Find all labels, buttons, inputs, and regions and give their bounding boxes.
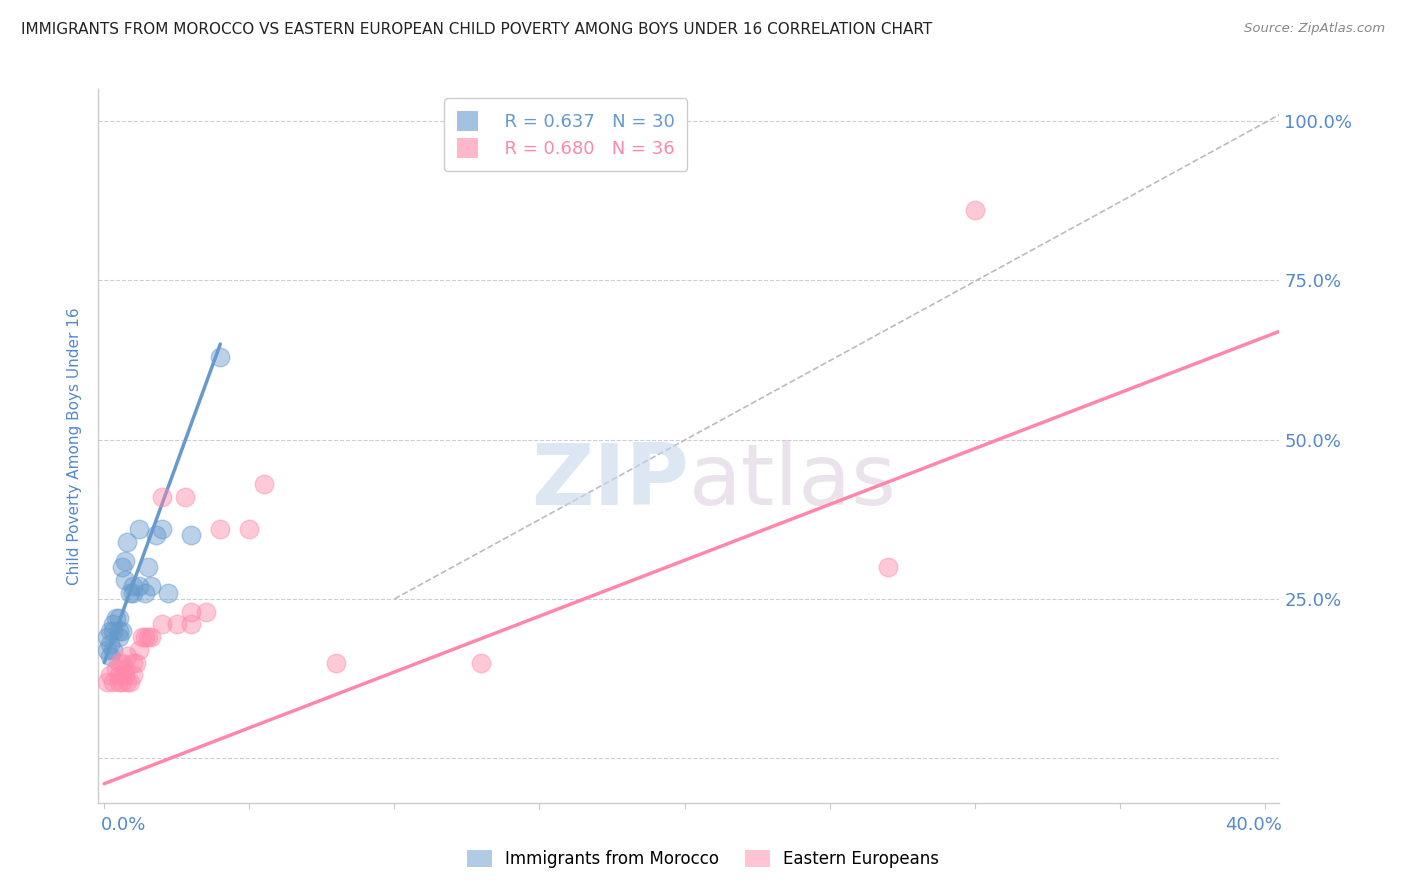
Text: atlas: atlas: [689, 440, 897, 524]
Point: [325, 656, 347, 670]
Text: 40.0%: 40.0%: [1226, 816, 1282, 834]
Point: [104, 662, 127, 676]
Point: [150, 522, 173, 536]
Point: [107, 630, 129, 644]
Point: [122, 656, 145, 670]
Y-axis label: Child Poverty Among Boys Under 16: Child Poverty Among Boys Under 16: [67, 307, 83, 585]
Point: [125, 656, 148, 670]
Point: [209, 350, 232, 364]
Point: [117, 674, 139, 689]
Point: [139, 579, 162, 593]
Point: [101, 617, 124, 632]
Legend:   R = 0.637   N = 30,   R = 0.680   N = 36: R = 0.637 N = 30, R = 0.680 N = 36: [444, 98, 688, 170]
Point: [98, 636, 121, 650]
Point: [174, 490, 197, 504]
Point: [96, 643, 118, 657]
Point: [134, 630, 156, 644]
Point: [128, 579, 150, 593]
Point: [470, 656, 492, 670]
Point: [101, 624, 124, 638]
Point: [122, 585, 145, 599]
Point: [117, 534, 139, 549]
Text: IMMIGRANTS FROM MOROCCO VS EASTERN EUROPEAN CHILD POVERTY AMONG BOYS UNDER 16 CO: IMMIGRANTS FROM MOROCCO VS EASTERN EUROP…: [21, 22, 932, 37]
Point: [96, 630, 118, 644]
Point: [180, 528, 202, 542]
Point: [253, 477, 276, 491]
Point: [128, 522, 150, 536]
Point: [114, 554, 136, 568]
Point: [101, 674, 124, 689]
Point: [114, 662, 136, 676]
Point: [111, 656, 134, 670]
Point: [107, 656, 129, 670]
Point: [150, 490, 173, 504]
Point: [107, 624, 129, 638]
Point: [107, 668, 129, 682]
Text: ZIP: ZIP: [531, 440, 689, 524]
Point: [98, 624, 121, 638]
Point: [104, 611, 127, 625]
Text: 0.0%: 0.0%: [101, 816, 146, 834]
Point: [209, 522, 232, 536]
Point: [134, 585, 156, 599]
Point: [122, 668, 145, 682]
Text: Source: ZipAtlas.com: Source: ZipAtlas.com: [1244, 22, 1385, 36]
Point: [145, 528, 167, 542]
Point: [117, 649, 139, 664]
Point: [114, 573, 136, 587]
Point: [96, 674, 118, 689]
Point: [122, 579, 145, 593]
Point: [107, 674, 129, 689]
Point: [111, 560, 134, 574]
Point: [111, 624, 134, 638]
Point: [98, 668, 121, 682]
Point: [114, 668, 136, 682]
Point: [180, 617, 202, 632]
Point: [107, 611, 129, 625]
Point: [128, 643, 150, 657]
Point: [120, 674, 142, 689]
Point: [963, 203, 986, 218]
Point: [139, 630, 162, 644]
Point: [136, 560, 159, 574]
Point: [876, 560, 898, 574]
Point: [120, 585, 142, 599]
Point: [131, 630, 153, 644]
Point: [238, 522, 260, 536]
Point: [166, 617, 188, 632]
Point: [150, 617, 173, 632]
Point: [194, 605, 217, 619]
Point: [101, 643, 124, 657]
Point: [111, 674, 134, 689]
Point: [98, 649, 121, 664]
Point: [136, 630, 159, 644]
Point: [180, 605, 202, 619]
Legend: Immigrants from Morocco, Eastern Europeans: Immigrants from Morocco, Eastern Europea…: [461, 843, 945, 875]
Point: [157, 585, 180, 599]
